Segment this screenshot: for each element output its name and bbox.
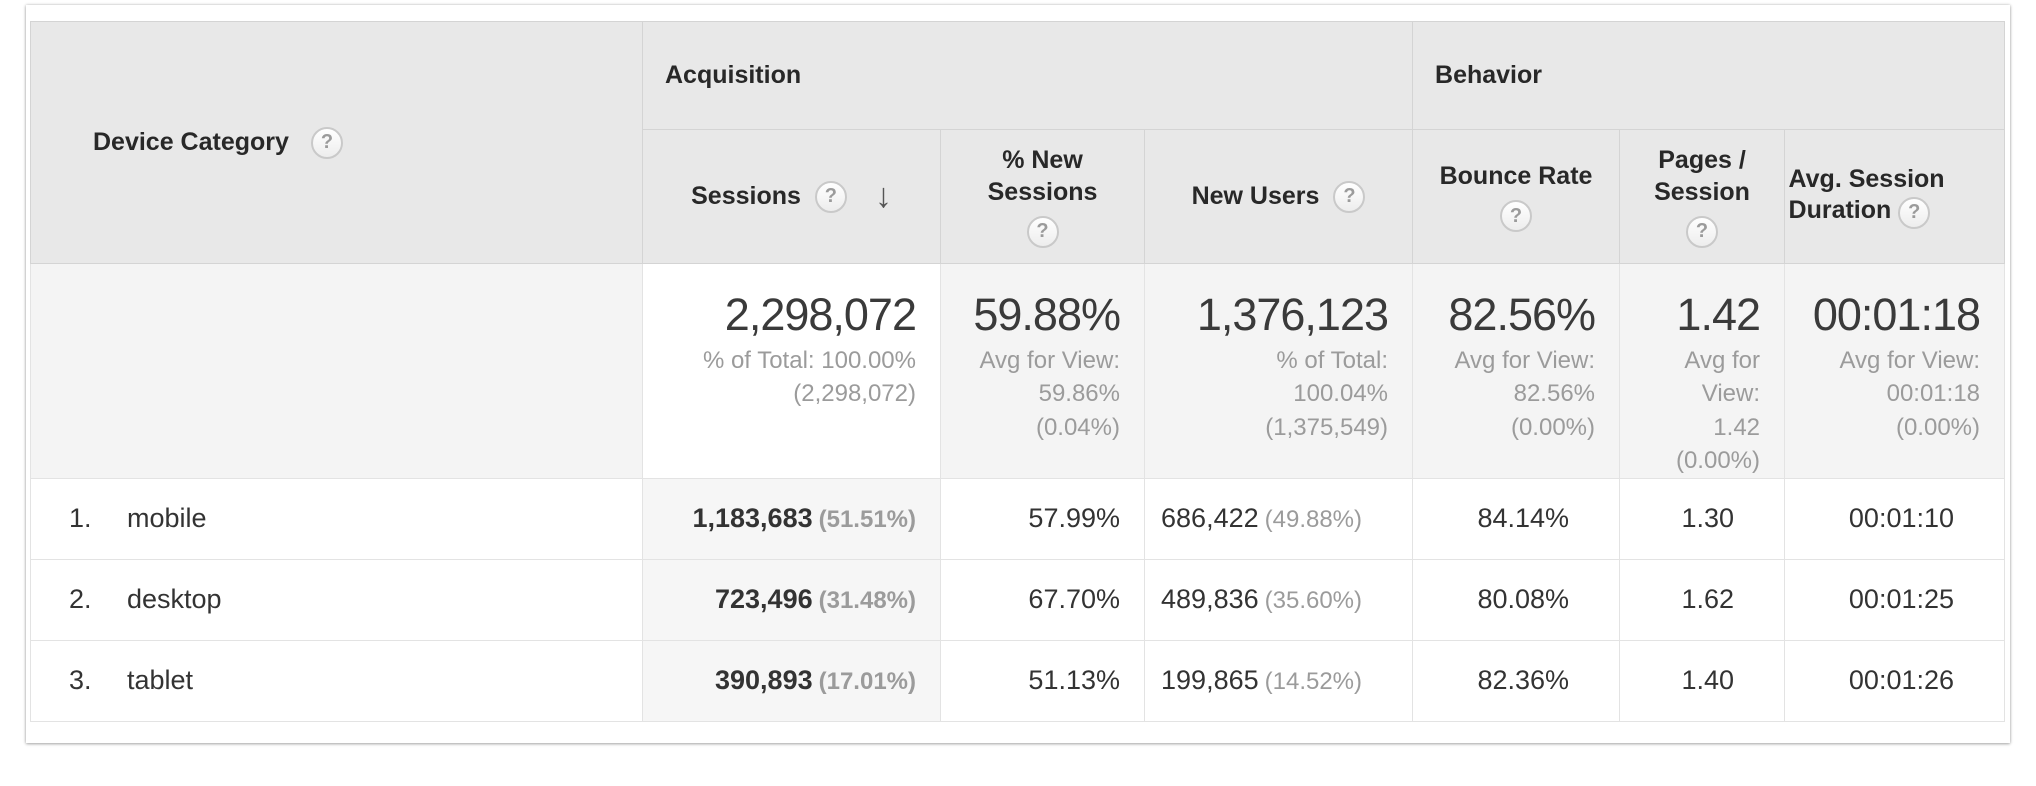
pct-new-sessions-cell: 57.99% [940,477,1145,560]
pages-session-cell: 1.30 [1619,477,1786,560]
row-rank: 1. [69,503,92,534]
help-icon[interactable]: ? [1333,180,1366,213]
help-icon[interactable]: ? [310,126,343,159]
sessions-cell: 390,893 (17.01%) [642,639,941,722]
dimension-cell: 1. mobile [30,477,643,560]
summary-row: 2,298,072 % of Total: 100.00% (2,298,072)… [30,263,2006,479]
row-label-tablet[interactable]: tablet [127,665,194,696]
column-header-pct-new-sessions[interactable]: % New Sessions ? [940,129,1145,264]
acquisition-label: Acquisition [665,61,802,89]
device-category-label: Device Category [93,128,289,156]
pct-new-sessions-label: % New Sessions [987,146,1098,206]
section-header-behavior: Behavior [1412,21,2006,130]
new-users-cell: 686,422 (49.88%) [1143,477,1414,560]
avg-session-duration-cell: 00:01:26 [1784,639,2006,722]
bounce-rate-label: Bounce Rate [1439,161,1593,190]
row-label-mobile[interactable]: mobile [127,503,207,534]
new-users-cell: 199,865 (14.52%) [1143,639,1414,722]
dimension-cell: 2. desktop [30,558,643,641]
column-header-new-users[interactable]: New Users ? [1143,129,1414,264]
summary-sessions: 2,298,072 % of Total: 100.00% (2,298,072) [642,263,941,479]
summary-pages-session-value: 1.42 [1676,289,1761,340]
help-icon[interactable]: ? [1686,215,1719,248]
sort-descending-icon: ↓ [874,177,892,215]
sessions-cell: 723,496 (31.48%) [642,558,941,641]
table-row: 2. desktop 723,496 (31.48%) 67.70% 489,836… [30,558,2006,641]
summary-avg-session-duration-value: 00:01:18 [1812,289,1981,340]
summary-pct-new-sessions-value: 59.88% [973,289,1121,340]
summary-bounce-rate-value: 82.56% [1448,289,1596,340]
pages-session-cell: 1.62 [1619,558,1786,641]
avg-session-duration-cell: 00:01:10 [1784,477,2006,560]
behavior-label: Behavior [1435,61,1542,89]
help-icon[interactable]: ? [1026,215,1059,248]
row-rank: 2. [69,584,92,615]
summary-new-users-value: 1,376,123 [1196,289,1389,340]
pages-session-cell: 1.40 [1619,639,1786,722]
avg-session-duration-label: Avg. Session Duration [1788,165,1945,225]
row-label-desktop[interactable]: desktop [127,584,222,615]
table-row: 1. mobile 1,183,683 (51.51%) 57.99% 686,42… [30,477,2006,560]
new-users-label: New Users [1191,181,1320,210]
sessions-label: Sessions [691,181,801,210]
column-header-sessions[interactable]: Sessions ? ↓ [642,129,941,264]
pages-session-label: Pages / Session [1654,146,1750,206]
bounce-rate-cell: 82.36% [1412,639,1621,722]
table-row: 3. tablet 390,893 (17.01%) 51.13% 199,865(… [30,639,2006,722]
column-header-avg-session-duration[interactable]: Avg. Session Duration ? [1784,129,2006,264]
summary-new-users: 1,376,123 % of Total: 100.04% (1,375,549) [1143,263,1414,479]
device-category-table: Device Category ? Acquisition Behavior S… [30,21,2006,722]
dimension-cell: 3. tablet [30,639,643,722]
pct-new-sessions-cell: 67.70% [940,558,1145,641]
pct-new-sessions-cell: 51.13% [940,639,1145,722]
bounce-rate-cell: 80.08% [1412,558,1621,641]
summary-bounce-rate: 82.56% Avg for View: 82.56% (0.00%) [1412,263,1621,479]
section-header-acquisition: Acquisition [641,21,1414,130]
new-users-cell: 489,836 (35.60%) [1143,558,1414,641]
help-icon[interactable]: ? [814,180,847,213]
column-header-pages-session[interactable]: Pages / Session ? [1619,129,1786,264]
column-header-device-category[interactable]: Device Category ? [30,21,643,264]
bounce-rate-cell: 84.14% [1412,477,1621,560]
summary-pages-session: 1.42 Avg for View: 1.42 (0.00%) [1619,263,1786,479]
summary-dimension-cell [30,263,643,479]
summary-avg-session-duration: 00:01:18 Avg for View: 00:01:18 (0.00%) [1784,263,2006,479]
analytics-table-card: Device Category ? Acquisition Behavior S… [26,5,2010,743]
help-icon[interactable]: ? [1500,200,1533,233]
summary-pct-new-sessions: 59.88% Avg for View: 59.86% (0.04%) [940,263,1145,479]
column-header-bounce-rate[interactable]: Bounce Rate ? [1412,129,1621,264]
help-icon[interactable]: ? [1898,196,1931,229]
sessions-cell: 1,183,683 (51.51%) [642,477,941,560]
avg-session-duration-cell: 00:01:25 [1784,558,2006,641]
row-rank: 3. [69,665,92,696]
summary-sessions-value: 2,298,072 [724,289,917,340]
